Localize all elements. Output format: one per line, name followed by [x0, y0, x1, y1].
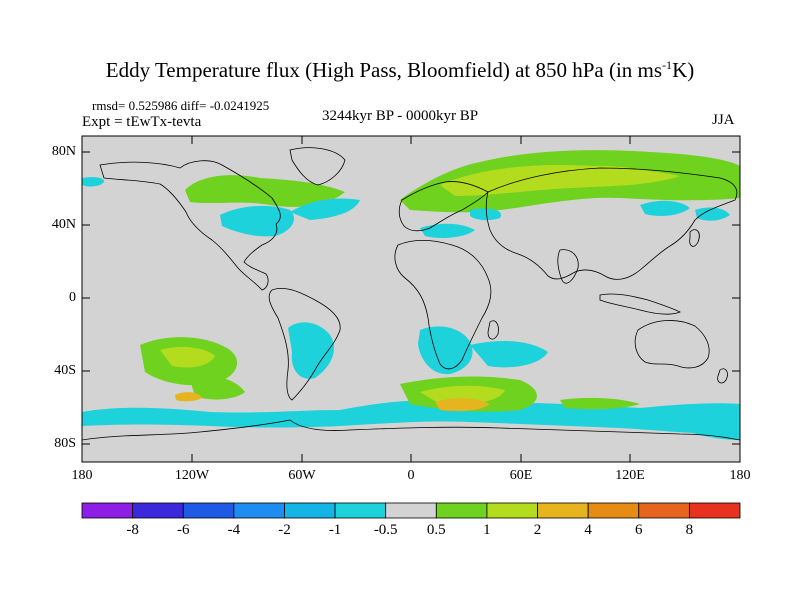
colorbar-swatch — [486, 502, 538, 519]
contour-pacific-south-yellow — [160, 346, 215, 368]
contour-s-america-cyan — [288, 322, 335, 379]
coastline-north-america — [99, 160, 281, 291]
time-period-label: 3244kyr BP - 0000kyr BP — [322, 108, 479, 124]
colorbar-label: 8 — [685, 522, 694, 538]
colorbar-swatch — [284, 502, 336, 519]
colorbar-label: 6 — [635, 522, 643, 538]
coastline-japan — [689, 229, 700, 247]
colorbar-swatch — [587, 502, 640, 519]
colorbar-label: 2 — [533, 522, 542, 538]
colorbar-swatch — [688, 502, 741, 519]
coastline-antarctica — [82, 419, 740, 441]
colorbar-swatch — [233, 502, 285, 519]
colorbar-swatch — [638, 502, 690, 519]
experiment-label: Expt = tEwTx-tevta — [82, 114, 202, 130]
lon-label-60w: 60W — [288, 468, 316, 483]
lon-label-180e: 180 — [729, 468, 751, 483]
contour-south-indian-green — [560, 397, 640, 410]
coastline-australia — [634, 320, 710, 369]
coastline-madagascar — [487, 320, 499, 340]
colorbar-label: -0.5 — [373, 522, 398, 538]
colorbar-label: 1 — [483, 522, 491, 538]
colorbar-label: -1 — [328, 522, 342, 538]
colorbar-swatch — [537, 502, 589, 519]
season-label: JJA — [712, 112, 735, 128]
coastline-india — [557, 249, 579, 284]
lon-label-120e: 120E — [615, 468, 645, 483]
contour-atlantic-cyan — [290, 198, 360, 220]
lat-label-40n: 40N — [51, 217, 76, 232]
colorbar-swatch — [435, 502, 488, 519]
coastline-greenland — [289, 147, 346, 186]
coastlines — [82, 147, 740, 441]
colorbar-label: -4 — [227, 522, 241, 538]
coastline-south-america — [268, 287, 341, 401]
contour-s-pacific-orange — [175, 392, 202, 402]
lat-label-40s: 40S — [54, 363, 76, 378]
lon-label-60e: 60E — [509, 468, 533, 483]
colorbar-label: -6 — [176, 522, 190, 538]
lon-label-120w: 120W — [174, 468, 210, 483]
colorbar-swatch — [385, 502, 437, 519]
coastline-europe — [398, 181, 489, 232]
axis-ticks — [82, 136, 740, 462]
colorbar-label: 0.5 — [426, 522, 446, 538]
lat-label-80s: 80S — [54, 436, 76, 451]
colorbar-swatch — [132, 502, 184, 519]
contour-pacific-cyan — [82, 177, 104, 187]
colorbar-swatch — [334, 502, 387, 519]
contour-asia-cyan-3 — [470, 208, 501, 221]
colorbar-label: -8 — [126, 522, 139, 538]
colorbar — [81, 502, 741, 519]
lat-label-80n: 80N — [51, 144, 76, 159]
contour-asia-cyan-2 — [695, 207, 730, 221]
contour-south-atlantic-orange — [435, 398, 490, 412]
coastline-indonesia — [599, 293, 681, 315]
colorbar-swatch — [182, 502, 235, 519]
lon-label-0: 0 — [407, 468, 415, 483]
rmsd-diff-stats: rmsd= 0.525986 diff= -0.0241925 — [92, 98, 270, 113]
contour-s-pacific-green-2 — [190, 376, 245, 400]
coastline-asia — [485, 167, 738, 280]
flux-field — [82, 150, 740, 440]
coastline-new-zealand — [717, 368, 728, 384]
contour-asia-cyan — [640, 200, 690, 216]
chart-title: Eddy Temperature flux (High Pass, Bloomf… — [105, 58, 695, 82]
colorbar-label: 4 — [584, 522, 592, 538]
colorbar-swatch — [81, 502, 134, 519]
contour-antarctic-cyan — [680, 415, 740, 440]
contour-north-atlantic-green — [185, 175, 345, 207]
contour-n-america-cyan — [220, 205, 295, 237]
lon-label-180w: 180 — [71, 468, 93, 483]
colorbar-label: -2 — [278, 522, 291, 538]
coastline-africa — [394, 240, 492, 370]
contour-indian-ocean-cyan — [470, 340, 548, 368]
lat-label-0: 0 — [69, 290, 76, 305]
contour-europe-cyan — [420, 223, 475, 238]
contour-south-atlantic-yellow — [420, 385, 505, 405]
